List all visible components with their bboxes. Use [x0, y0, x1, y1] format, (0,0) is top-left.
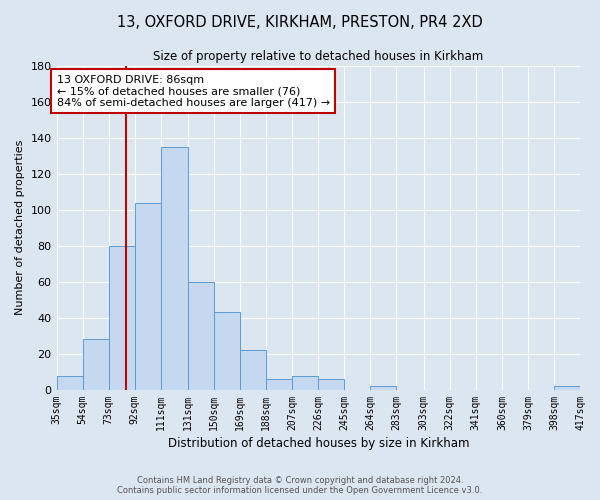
Bar: [318, 379, 344, 390]
Bar: [188, 282, 214, 390]
Bar: [134, 202, 161, 390]
Text: 13 OXFORD DRIVE: 86sqm
← 15% of detached houses are smaller (76)
84% of semi-det: 13 OXFORD DRIVE: 86sqm ← 15% of detached…: [56, 74, 329, 108]
Bar: [554, 386, 580, 390]
Bar: [240, 350, 266, 390]
X-axis label: Distribution of detached houses by size in Kirkham: Distribution of detached houses by size …: [167, 437, 469, 450]
Bar: [370, 386, 397, 390]
Bar: [109, 246, 134, 390]
Bar: [214, 312, 240, 390]
Y-axis label: Number of detached properties: Number of detached properties: [15, 140, 25, 316]
Bar: [161, 146, 188, 390]
Bar: [292, 376, 318, 390]
Title: Size of property relative to detached houses in Kirkham: Size of property relative to detached ho…: [153, 50, 484, 63]
Bar: [56, 376, 83, 390]
Text: Contains HM Land Registry data © Crown copyright and database right 2024.
Contai: Contains HM Land Registry data © Crown c…: [118, 476, 482, 495]
Bar: [266, 379, 292, 390]
Text: 13, OXFORD DRIVE, KIRKHAM, PRESTON, PR4 2XD: 13, OXFORD DRIVE, KIRKHAM, PRESTON, PR4 …: [117, 15, 483, 30]
Bar: [83, 340, 109, 390]
